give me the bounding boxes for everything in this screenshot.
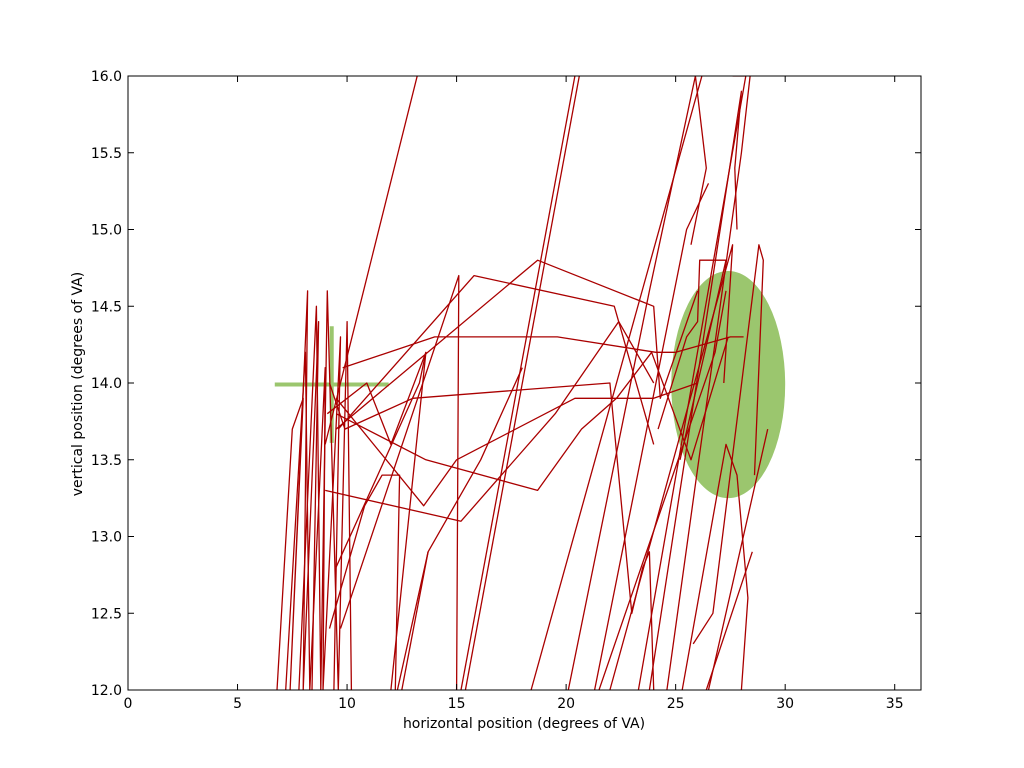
y-tick-label: 12.5: [91, 606, 122, 622]
y-tick-label: 15.0: [91, 223, 122, 239]
x-tick-label: 25: [667, 696, 685, 712]
trajectory-line-28: [681, 443, 749, 690]
x-tick-label: 0: [124, 696, 133, 712]
trajectory-line-22: [593, 183, 710, 690]
trajectory-line-16: [324, 76, 418, 445]
trajectory-line-7: [342, 336, 744, 369]
trajectory-line-27: [666, 76, 751, 690]
trajectory-line-13: [339, 274, 460, 690]
trajectory-line-25: [637, 76, 747, 690]
trajectory-line-11: [326, 351, 427, 690]
x-tick-label: 20: [557, 696, 575, 712]
x-tick-label: 15: [448, 696, 466, 712]
trajectory-line-21: [567, 76, 707, 690]
trajectory-line-15: [335, 352, 427, 568]
plot-clip-group: [274, 76, 786, 690]
y-axis-label: vertical position (degrees of VA): [70, 272, 86, 497]
x-tick-label: 30: [776, 696, 794, 712]
y-tick-label: 16.0: [91, 69, 122, 85]
plot-area: [274, 76, 786, 690]
trajectory-line-9: [335, 382, 698, 507]
trajectory-line-12: [328, 474, 401, 690]
trajectory-line-4: [328, 382, 655, 690]
x-axis-ticks: 0 5 10 15 20 25 30 35: [124, 76, 904, 712]
y-tick-label: 14.5: [91, 299, 122, 315]
trajectory-line-3: [285, 336, 342, 690]
trajectory-line-29: [692, 244, 764, 645]
x-axis-label: horizontal position (degrees of VA): [403, 716, 645, 732]
y-tick-label: 14.0: [91, 376, 122, 392]
trajectory-line-19: [464, 76, 580, 690]
trajectory-line-17: [396, 367, 523, 690]
y-tick-label: 15.5: [91, 146, 122, 162]
y-tick-label: 13.5: [91, 453, 122, 469]
trajectory-line-24: [609, 244, 734, 690]
trajectory-line-2: [276, 290, 320, 690]
y-tick-label: 13.0: [91, 530, 122, 546]
x-tick-label: 10: [338, 696, 356, 712]
trajectory-line-10: [325, 320, 655, 522]
x-tick-label: 35: [886, 696, 904, 712]
trajectory-line-32: [657, 259, 727, 460]
trajectory-line-18: [460, 76, 576, 690]
trajectory-line-31: [707, 428, 769, 690]
trajectory-line-14: [401, 551, 429, 690]
y-tick-label: 12.0: [91, 683, 122, 699]
trajectory-line-6: [335, 259, 699, 430]
trajectory-line-23: [598, 290, 727, 690]
y-axis-ticks: 12.0 12.5 13.0 13.5 14.0 14.5 15.0 15.5 16.0: [91, 69, 921, 699]
target-circle: [671, 270, 786, 499]
plot-frame: [127, 75, 922, 691]
trajectory-line-1: [298, 290, 353, 690]
x-tick-label: 5: [233, 696, 242, 712]
